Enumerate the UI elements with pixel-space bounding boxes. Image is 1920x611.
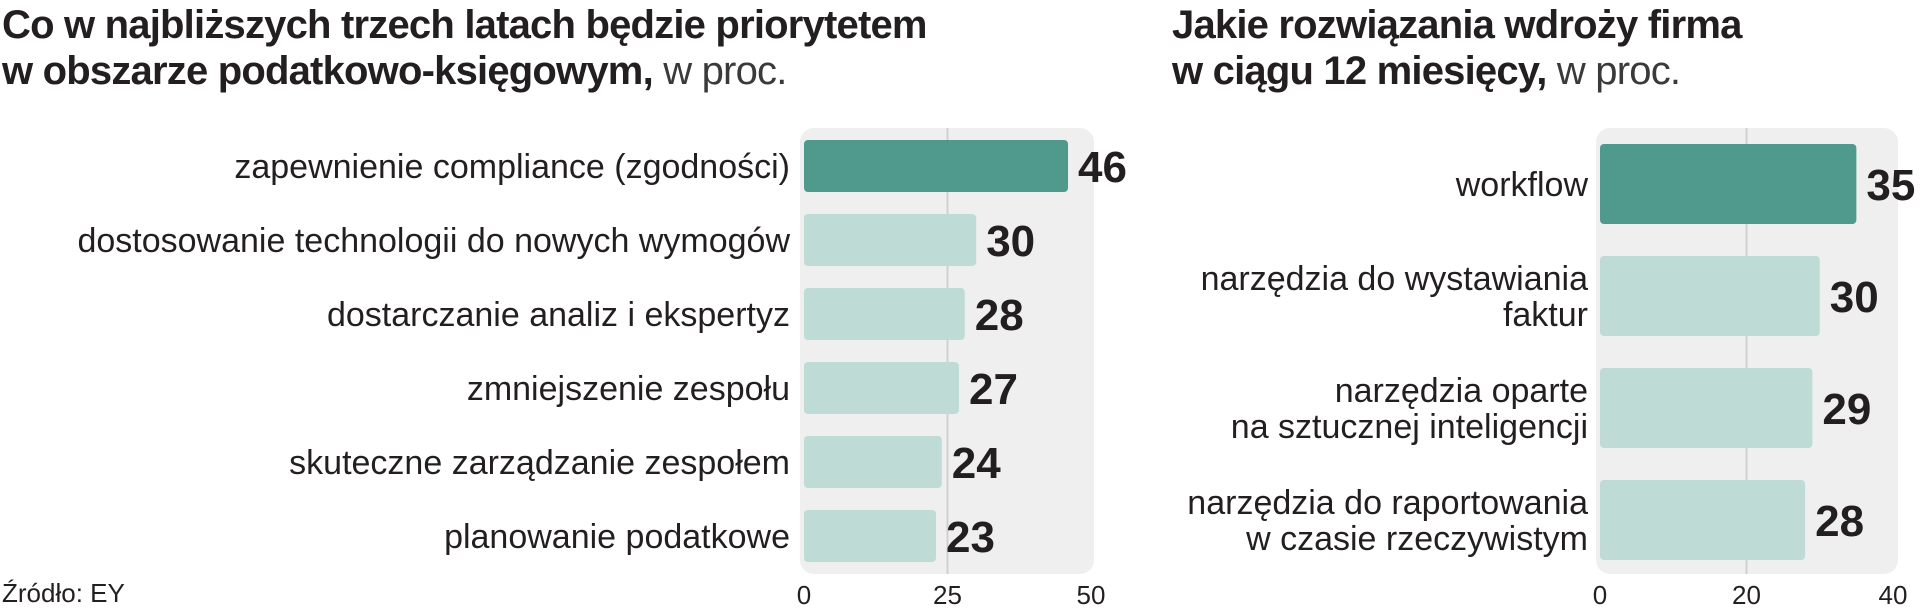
chart-2-category-label: faktur: [1503, 296, 1588, 334]
chart-1-bar: [804, 510, 937, 562]
chart-1-value-label: 27: [969, 365, 1018, 414]
chart-1-category-label: zmniejszenie zespołu: [467, 370, 790, 408]
chart-2-value-label: 28: [1815, 497, 1864, 546]
chart-1-tick-label: 0: [797, 580, 811, 610]
chart-1-bar: [804, 362, 959, 414]
chart-1-category-label: planowanie podatkowe: [444, 518, 790, 556]
chart-1-value-label: 23: [946, 513, 995, 562]
chart-2-bar: [1600, 256, 1820, 336]
chart-2-category-label: na sztucznej inteligencji: [1231, 408, 1588, 446]
chart-1-title-line1: Co w najbliższych trzech latach będzie p…: [2, 3, 928, 47]
chart-1-bar: [804, 214, 977, 266]
chart-2-bar: [1600, 144, 1857, 224]
chart-1-category-label: zapewnienie compliance (zgodności): [234, 148, 790, 186]
chart-1-tick-label: 50: [1077, 580, 1106, 610]
chart-1-bar: [804, 436, 942, 488]
chart-2-tick-label: 0: [1593, 580, 1607, 610]
chart-1-category-label: dostosowanie technologii do nowych wymog…: [77, 222, 790, 260]
chart-1-value-label: 28: [975, 291, 1024, 340]
chart-2-value-label: 35: [1866, 161, 1915, 210]
chart-1-value-label: 24: [952, 439, 1001, 488]
chart-2-tick-label: 40: [1879, 580, 1908, 610]
chart-1-bar: [804, 288, 965, 340]
chart-1-value-label: 30: [986, 217, 1035, 266]
chart-1-tick-label: 25: [933, 580, 962, 610]
chart-1-title-line2: w obszarze podatkowo-księgowym, w proc.: [2, 49, 787, 93]
chart-1-value-label: 46: [1078, 143, 1127, 192]
chart-2-tick-label: 20: [1732, 580, 1761, 610]
chart-2-title-line2: w ciągu 12 miesięcy, w proc.: [1172, 49, 1681, 93]
chart-1-bar: [804, 140, 1069, 192]
chart-2-title-line1: Jakie rozwiązania wdroży firma: [1172, 3, 1742, 47]
chart-1-category-label: skuteczne zarządzanie zespołem: [289, 444, 790, 482]
chart-2-category-label: w czasie rzeczywistym: [1245, 520, 1588, 558]
chart-2-category-label: narzędzia do wystawiania: [1201, 260, 1589, 298]
chart-2-bar: [1600, 368, 1813, 448]
chart-2-category-label: narzędzia do raportowania: [1187, 484, 1588, 522]
source-note: Źródło: EY: [2, 578, 125, 608]
chart-2-value-label: 29: [1822, 385, 1871, 434]
chart-2-category-label: narzędzia oparte: [1335, 372, 1588, 410]
chart-2-bar: [1600, 480, 1806, 560]
chart-2-category-label: workflow: [1455, 166, 1589, 204]
chart-2-value-label: 30: [1830, 273, 1879, 322]
chart-1-category-label: dostarczanie analiz i ekspertyz: [327, 296, 790, 334]
